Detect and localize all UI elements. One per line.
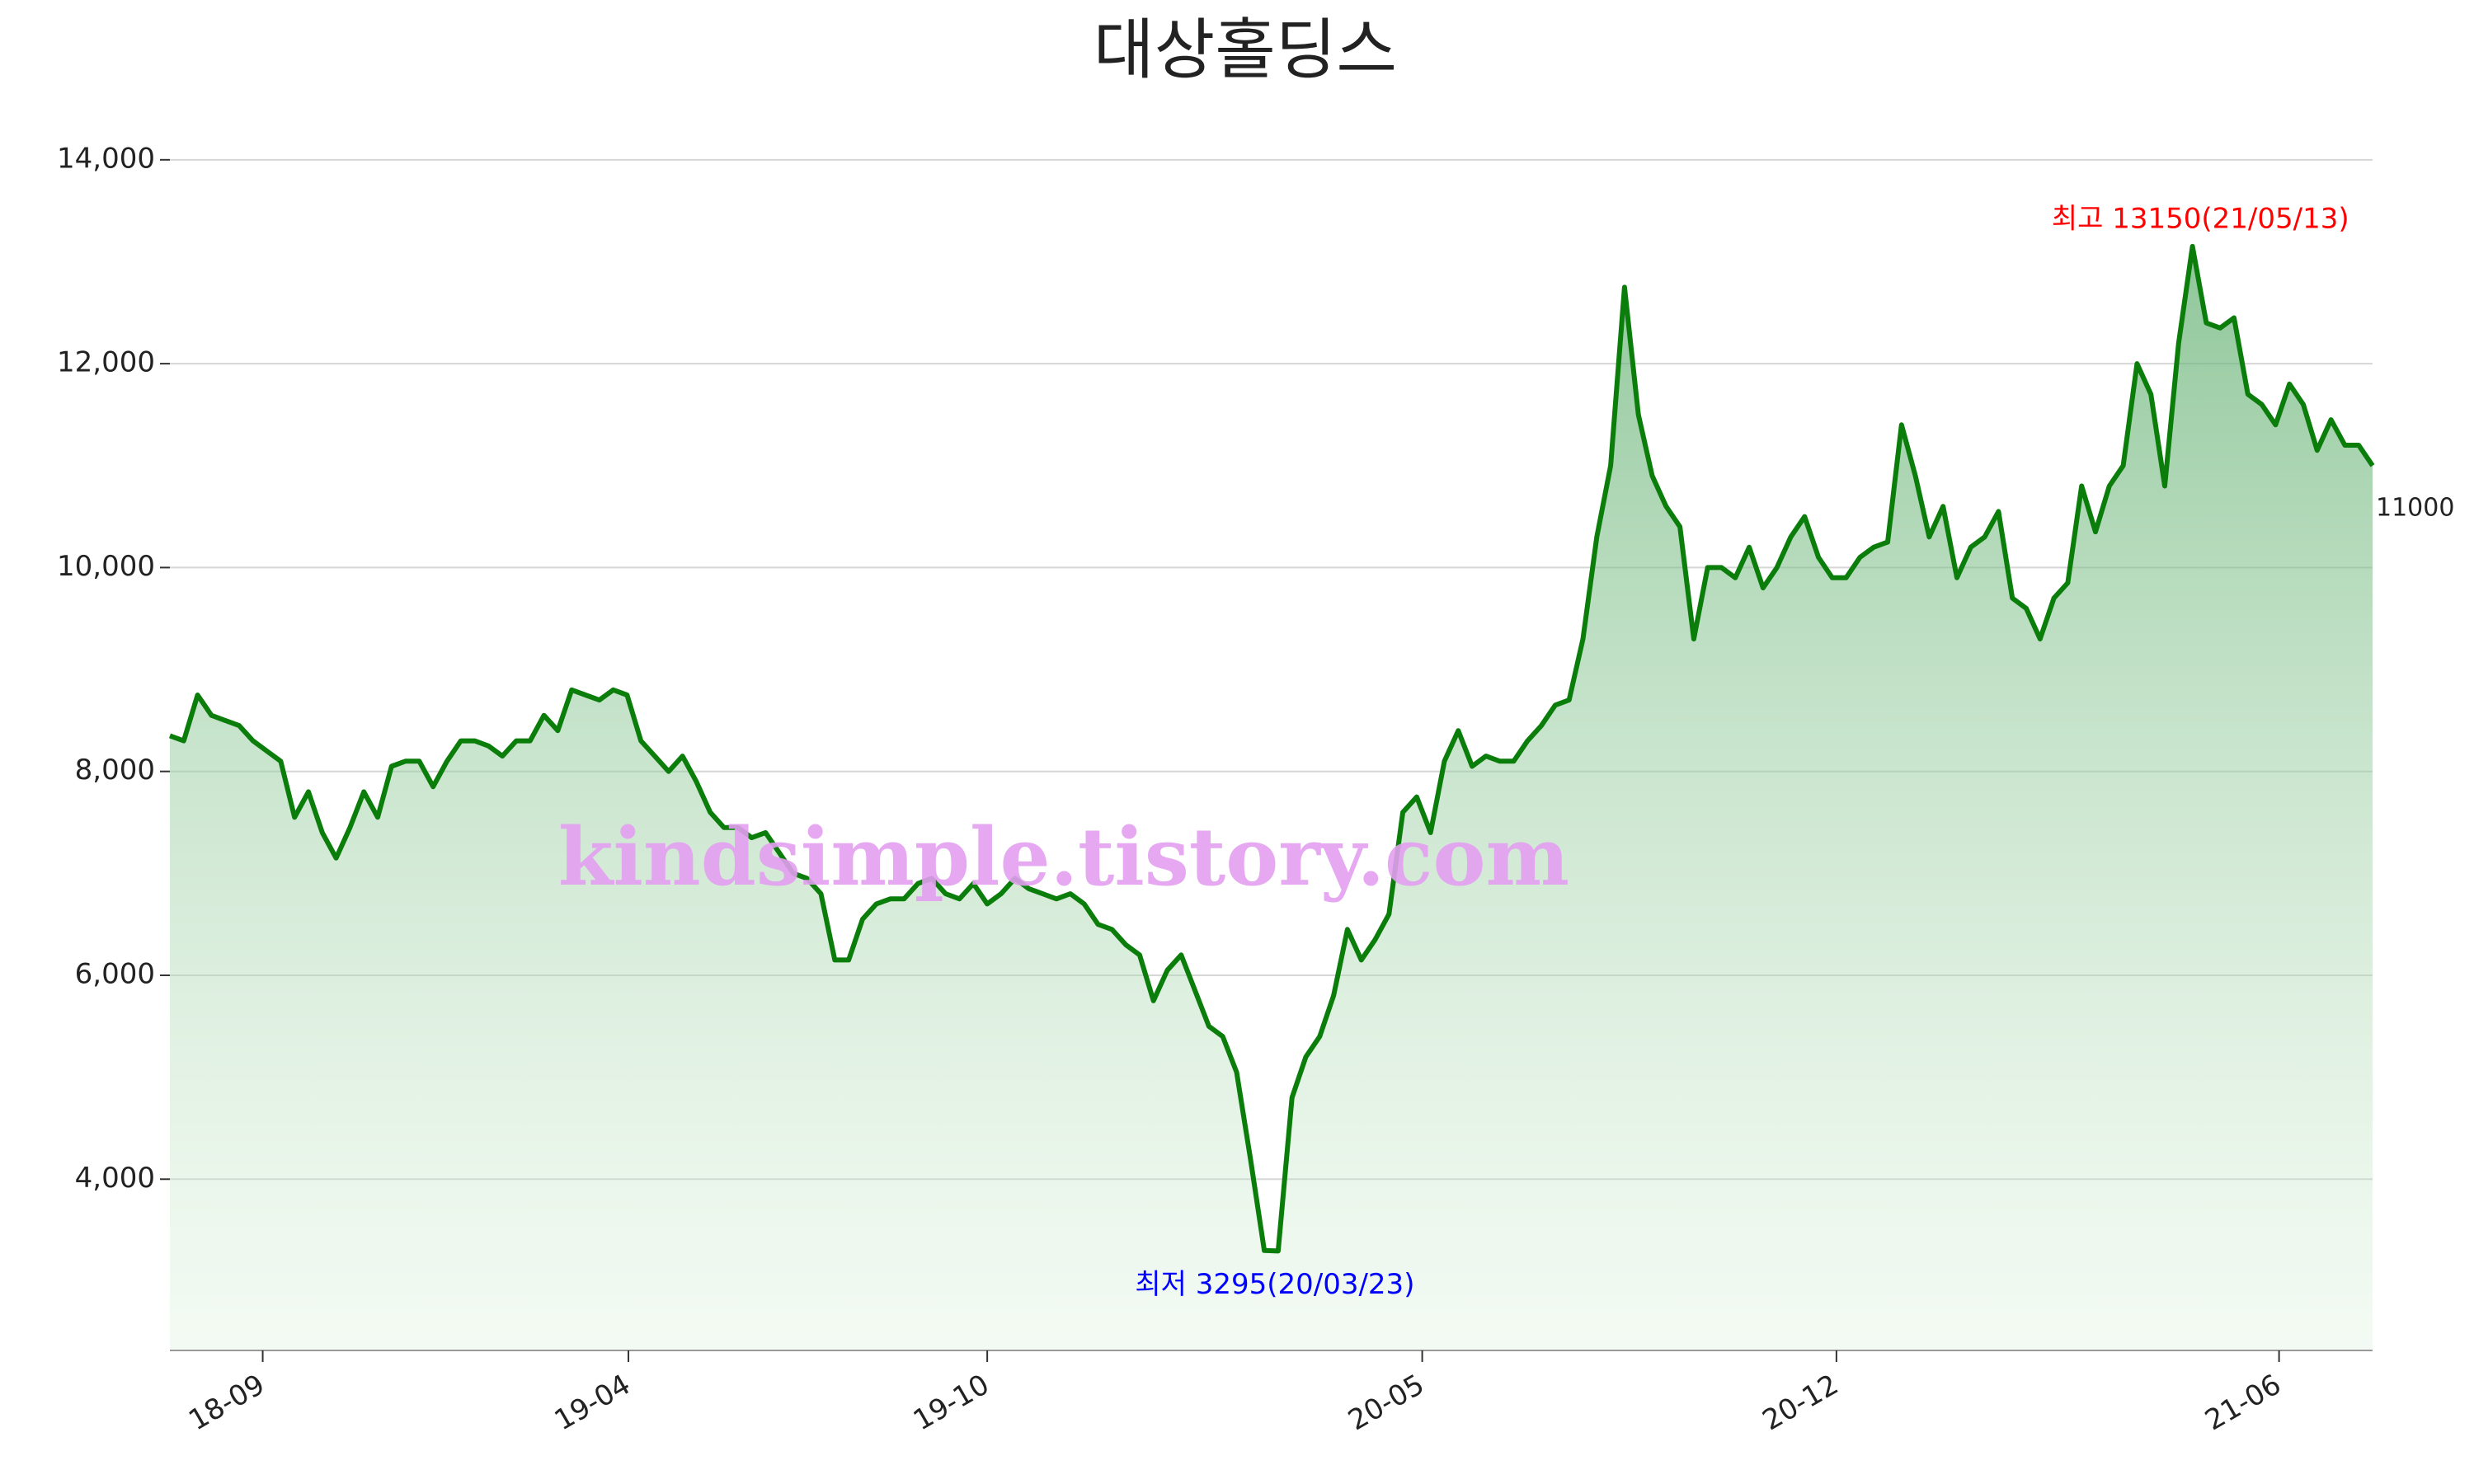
watermark: kindsimple.tistory.com — [558, 810, 1569, 904]
y-tick-label: 4,000 — [75, 1162, 155, 1195]
x-tick-label: 21-06 — [2199, 1368, 2287, 1437]
min-annotation: 최저 3295(20/03/23) — [1135, 1268, 1414, 1301]
y-tick-label: 14,000 — [57, 142, 155, 175]
last-value-label: 11000 — [2376, 493, 2454, 522]
area — [170, 246, 2373, 1350]
x-tick-label: 20-05 — [1343, 1368, 1430, 1437]
y-tick-label: 12,000 — [57, 346, 155, 379]
price-line — [168, 243, 2375, 1254]
x-tick-label: 18-09 — [183, 1368, 270, 1437]
max-annotation: 최고 13150(21/05/13) — [2052, 202, 2349, 235]
x-tick-label: 19-04 — [549, 1368, 637, 1437]
chart-title: 대상홀딩스 — [1094, 12, 1397, 88]
x-tick-label: 20-12 — [1757, 1368, 1845, 1437]
x-tick-label: 19-10 — [908, 1368, 995, 1437]
y-tick-label: 10,000 — [57, 550, 155, 583]
y-tick-label: 6,000 — [75, 957, 155, 990]
y-tick-label: 8,000 — [75, 754, 155, 787]
